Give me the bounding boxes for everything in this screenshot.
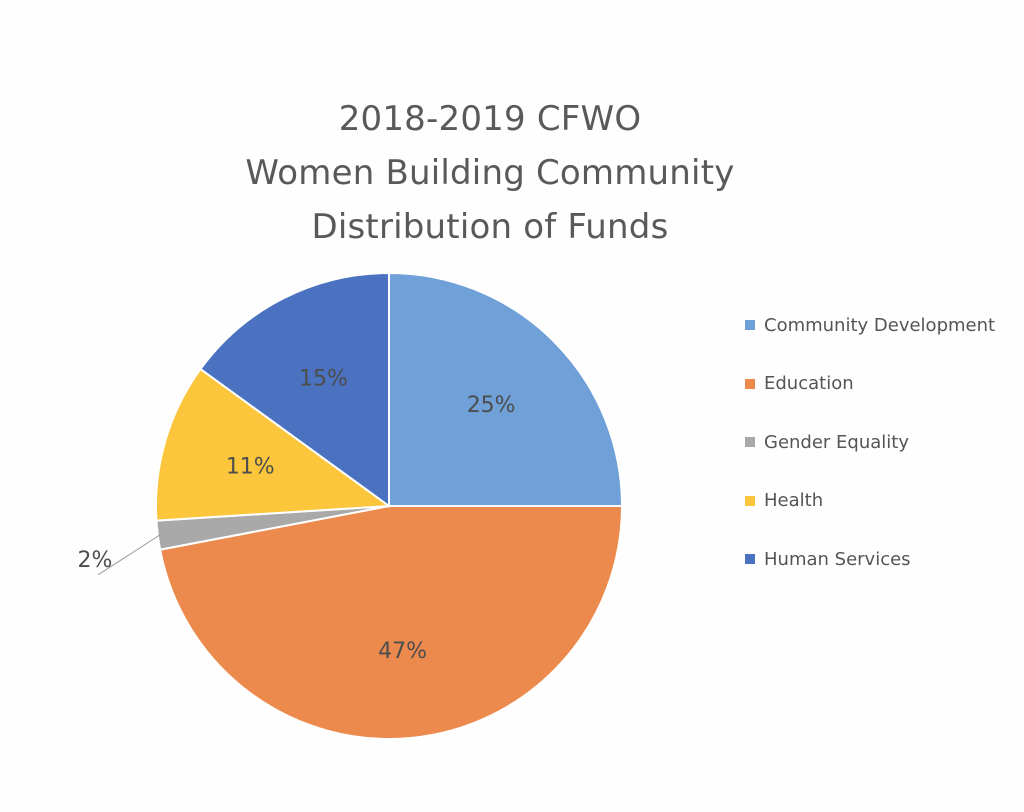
chart-title-line-3: Distribution of Funds: [311, 207, 669, 247]
pie-slice-community-development: [388, 271, 624, 507]
data-label-human-services: 15%: [299, 366, 348, 391]
legend-item-gender-equality: Gender Equality: [745, 413, 1015, 472]
chart-legend: Community Development Education Gender E…: [745, 296, 1015, 589]
leader-line: [98, 534, 161, 576]
legend-item-education: Education: [745, 355, 1015, 414]
legend-swatch: [745, 378, 755, 389]
legend-label: Education: [764, 373, 854, 395]
legend-label: Health: [764, 490, 824, 512]
legend-swatch: [745, 437, 755, 448]
chart-title: 2018-2019 CFWO Women Building Community …: [180, 92, 800, 254]
pie-slice-health: [155, 367, 392, 522]
legend-swatch: [745, 495, 755, 506]
data-label-gender-equality: 2%: [78, 548, 113, 573]
chart-title-line-2: Women Building Community: [245, 153, 735, 193]
pie-slice-education: [158, 505, 624, 740]
legend-item-human-services: Human Services: [745, 530, 1015, 589]
legend-item-community-development: Community Development: [745, 296, 1015, 355]
data-label-health: 11%: [226, 455, 275, 480]
legend-label: Gender Equality: [764, 431, 910, 453]
legend-label: Community Development: [764, 314, 996, 336]
legend-swatch: [745, 320, 755, 331]
legend-swatch: [745, 554, 755, 565]
chart-title-line-1: 2018-2019 CFWO: [338, 99, 642, 139]
data-label-education: 47%: [378, 639, 427, 664]
pie-data-labels: 25% 47% 2% 11% 15%: [78, 366, 516, 664]
legend-item-health: Health: [745, 472, 1015, 531]
data-label-community-development: 25%: [467, 393, 516, 418]
pie-slice-human-services: [199, 271, 390, 508]
pie-slices: [155, 271, 624, 740]
legend-label: Human Services: [764, 548, 911, 570]
